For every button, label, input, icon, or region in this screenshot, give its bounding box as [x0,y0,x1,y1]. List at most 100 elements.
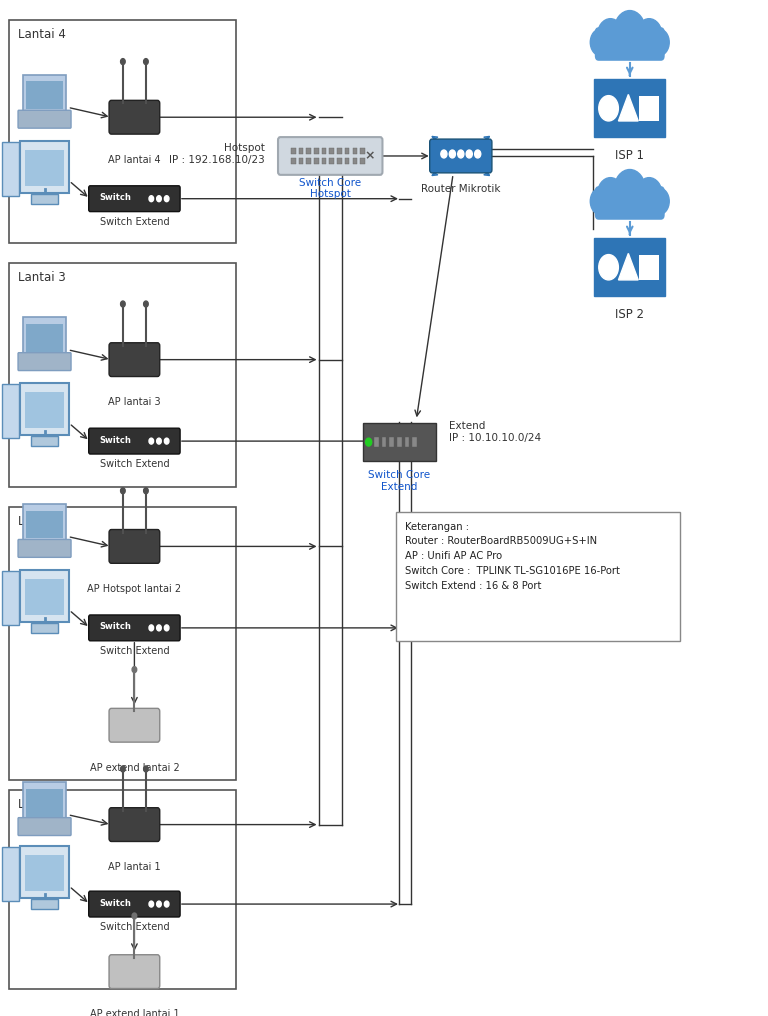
FancyBboxPatch shape [23,317,66,357]
Text: Switch: Switch [99,193,131,202]
Text: AP Hotspot lantai 2: AP Hotspot lantai 2 [88,584,181,594]
Text: Switch Extend: Switch Extend [100,216,169,227]
FancyBboxPatch shape [594,27,664,61]
FancyBboxPatch shape [18,539,71,558]
Bar [322,157,326,164]
Circle shape [149,196,154,202]
Circle shape [144,766,148,772]
Bar [345,148,349,154]
FancyBboxPatch shape [20,846,69,898]
Bar [353,148,357,154]
Circle shape [144,488,148,494]
Circle shape [121,766,125,772]
FancyBboxPatch shape [109,342,160,377]
FancyBboxPatch shape [109,708,160,742]
Bar [9,507,236,780]
Circle shape [157,625,161,631]
Bar [306,148,311,154]
FancyBboxPatch shape [20,383,69,435]
Bar [299,157,303,164]
Circle shape [132,913,137,918]
Bar [26,511,63,538]
FancyBboxPatch shape [18,111,71,128]
Circle shape [614,170,645,210]
Circle shape [149,438,154,444]
Bar [374,437,379,447]
Circle shape [157,196,161,202]
Circle shape [164,196,169,202]
Circle shape [475,150,481,157]
Circle shape [598,178,624,211]
Text: Lantai 2: Lantai 2 [18,515,66,527]
Text: Switch Extend: Switch Extend [100,459,169,469]
FancyBboxPatch shape [109,955,160,989]
Bar [360,148,365,154]
Bar [353,157,357,164]
Circle shape [149,625,154,631]
FancyBboxPatch shape [2,384,19,438]
FancyBboxPatch shape [23,782,66,822]
Text: AP lantai 4: AP lantai 4 [108,155,161,165]
FancyBboxPatch shape [2,142,19,196]
Circle shape [599,96,618,121]
Circle shape [466,150,472,157]
Circle shape [164,438,169,444]
Bar [31,899,58,909]
Circle shape [164,625,169,631]
FancyBboxPatch shape [88,428,180,454]
Text: AP extend lantai 2: AP extend lantai 2 [90,763,179,773]
FancyBboxPatch shape [20,141,69,193]
Circle shape [144,59,148,65]
FancyBboxPatch shape [2,571,19,625]
Circle shape [149,901,154,907]
Bar [25,392,64,428]
Circle shape [458,150,464,157]
Bar [31,623,58,633]
Bar [412,437,417,447]
Text: Lantai 3: Lantai 3 [18,271,66,284]
Circle shape [441,150,447,157]
FancyBboxPatch shape [23,504,66,544]
Circle shape [599,255,618,280]
Circle shape [121,301,125,307]
FancyBboxPatch shape [109,808,160,841]
Bar [299,148,303,154]
Bar [360,157,365,164]
Bar [314,148,319,154]
Bar [337,148,342,154]
Text: Switch Core
Extend: Switch Core Extend [369,470,430,492]
Circle shape [591,28,611,56]
FancyBboxPatch shape [362,424,436,461]
FancyBboxPatch shape [594,239,665,296]
Bar [405,437,409,447]
Circle shape [648,188,669,214]
Polygon shape [618,253,638,280]
FancyBboxPatch shape [2,847,19,901]
Text: Switch Core
Hotspot: Switch Core Hotspot [300,178,361,199]
Bar [31,194,58,203]
Circle shape [144,301,148,307]
FancyBboxPatch shape [88,891,180,917]
Circle shape [121,59,125,65]
Text: Extend
IP : 10.10.10.0/24: Extend IP : 10.10.10.0/24 [449,422,541,443]
FancyBboxPatch shape [18,818,71,835]
Bar [639,96,659,121]
FancyBboxPatch shape [109,529,160,563]
FancyBboxPatch shape [430,139,492,173]
Bar [639,255,659,280]
Bar [25,579,64,615]
Text: Switch Extend: Switch Extend [100,646,169,655]
FancyBboxPatch shape [88,186,180,211]
Circle shape [157,901,161,907]
Text: AP lantai 1: AP lantai 1 [108,863,161,873]
Bar [337,157,342,164]
Bar [382,437,386,447]
Bar [329,148,334,154]
Text: Hotspot
IP : 192.168.10/23: Hotspot IP : 192.168.10/23 [169,143,265,165]
FancyBboxPatch shape [18,353,71,371]
Circle shape [164,901,169,907]
Text: Lantai 4: Lantai 4 [18,27,66,41]
Circle shape [121,488,125,494]
Bar [306,157,311,164]
FancyBboxPatch shape [109,101,160,134]
